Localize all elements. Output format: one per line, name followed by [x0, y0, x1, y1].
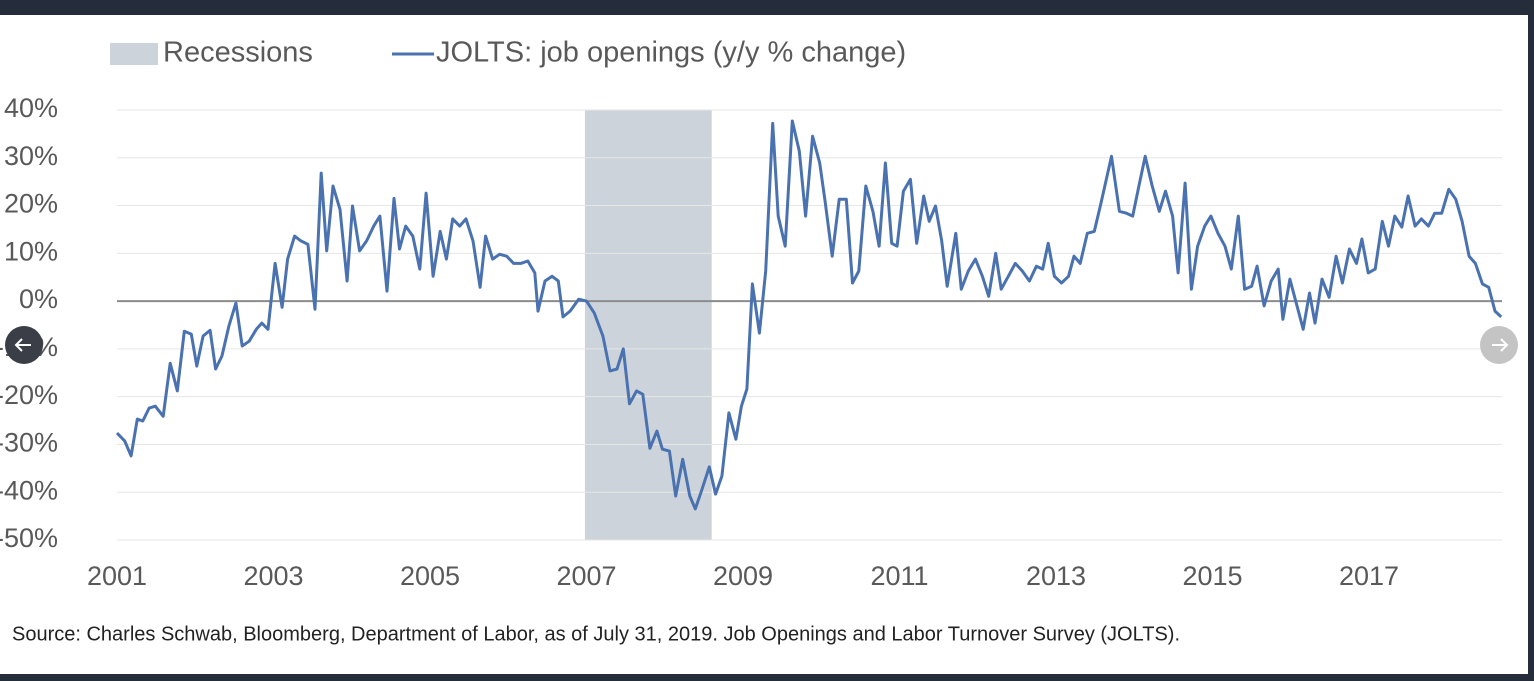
- x-tick-label: 2017: [1339, 561, 1399, 591]
- recession-band: [584, 110, 712, 540]
- data-line: [115, 119, 1503, 511]
- y-tick-label: -50%: [0, 523, 58, 553]
- x-tick-label: 2001: [87, 561, 147, 591]
- prev-arrow[interactable]: [14, 338, 31, 352]
- plot-area: 40%30%20%10%0%-10%-20%-30%-40%-50%200120…: [0, 93, 1503, 591]
- x-tick-label: 2015: [1182, 561, 1242, 591]
- x-tick-label: 2013: [1026, 561, 1086, 591]
- y-tick-label: 40%: [4, 93, 58, 123]
- next-button[interactable]: [1480, 326, 1518, 364]
- y-tick-label: -40%: [0, 475, 58, 505]
- x-tick-label: 2003: [243, 561, 303, 591]
- top-bar: [0, 0, 1534, 15]
- y-tick-label: -20%: [0, 380, 58, 410]
- y-tick-label: 0%: [19, 284, 58, 314]
- x-tick-label: 2005: [400, 561, 460, 591]
- source-note: Source: Charles Schwab, Bloomberg, Depar…: [12, 623, 1180, 645]
- prev-button[interactable]: [5, 326, 43, 364]
- y-tick-label: 20%: [4, 189, 58, 219]
- right-edge: [1528, 0, 1534, 681]
- x-tick-label: 2007: [556, 561, 616, 591]
- legend-label: Recessions: [163, 37, 313, 69]
- y-tick-label: 10%: [4, 236, 58, 266]
- legend-label: JOLTS: job openings (y/y % change): [436, 37, 906, 69]
- y-tick-label: 30%: [4, 141, 58, 171]
- bottom-bar: [0, 674, 1534, 681]
- legend-swatch-recessions: [110, 43, 158, 65]
- x-tick-label: 2011: [870, 561, 928, 591]
- x-tick-label: 2009: [713, 561, 773, 591]
- y-tick-label: -30%: [0, 428, 58, 458]
- next-arrow[interactable]: [1492, 338, 1509, 352]
